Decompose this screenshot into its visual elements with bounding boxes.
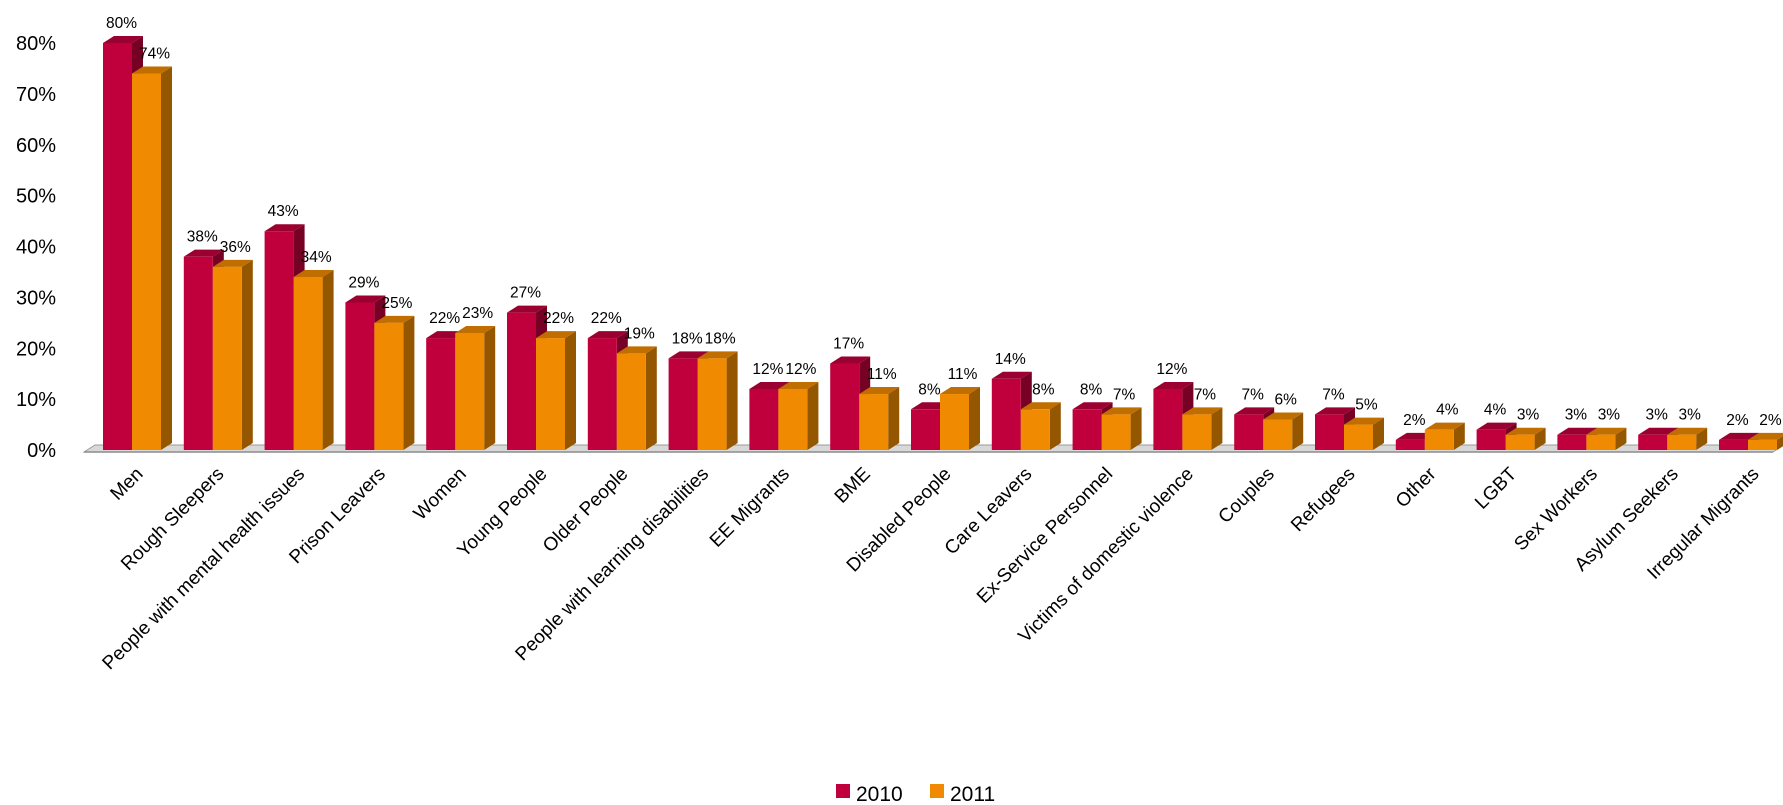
data-label-2010-asylum-seekers: 3% (1645, 407, 1668, 424)
legend-label-2011: 2011 (950, 783, 995, 805)
data-label-2010-bme: 17% (833, 336, 864, 353)
data-label-2011-lgbt: 3% (1517, 407, 1540, 424)
y-tick-label: 30% (16, 287, 56, 309)
category-label-women: Women (410, 464, 471, 525)
y-tick-label: 80% (16, 33, 56, 55)
data-label-2011-victims-of-domestic-violence: 7% (1194, 386, 1217, 403)
bar-2011-care-leavers (1020, 402, 1061, 450)
bar-2011-older-people (616, 346, 657, 450)
data-label-2010-women: 22% (429, 310, 460, 327)
bar-2011-people-with-mental-health-issues (293, 270, 334, 450)
bar-2011-rough-sleepers (212, 259, 253, 450)
legend-swatch-2010 (836, 784, 850, 798)
data-label-2010-lgbt: 4% (1484, 402, 1507, 419)
bar-2010-refugees (1315, 407, 1355, 450)
y-tick-label: 70% (16, 84, 56, 106)
bar-2011-refugees (1344, 417, 1384, 450)
data-label-2011-older-people: 19% (624, 325, 655, 342)
data-label-2011-irregular-migrants: 2% (1759, 412, 1782, 429)
bar-2011-men (132, 66, 172, 451)
data-label-2010-refugees: 7% (1322, 386, 1345, 403)
data-label-2010-care-leavers: 14% (995, 351, 1026, 368)
data-labels: 80%74%38%36%43%34%29%25%22% 23%27%22% 22%1… (106, 15, 1782, 429)
bar-2011-people-with-learning-disabilities (697, 351, 738, 450)
data-label-2011-prison-leavers: 25% (381, 295, 412, 312)
legend-swatch-2011 (930, 784, 944, 798)
bar-2011-other (1424, 422, 1465, 450)
data-label-2011-refugees: 5% (1355, 397, 1378, 414)
bar-2011-irregular-migrants (1748, 432, 1783, 450)
category-label-ex-service-personnel: Ex-Service Personnel (973, 464, 1117, 608)
y-tick-label: 60% (16, 135, 56, 157)
data-label-2011-rough-sleepers: 36% (220, 239, 251, 256)
data-label-2010-disabled-people: 8% (918, 381, 941, 398)
data-label-2011-couples: 6% (1274, 391, 1297, 408)
category-label-other: Other (1392, 463, 1441, 512)
data-label-2011-people-with-mental-health-issues: 34% (301, 249, 332, 266)
bar-2011-ex-service-personnel (1101, 407, 1142, 450)
bar-2011-women (455, 325, 496, 450)
data-label-2010-couples: 7% (1241, 386, 1264, 403)
category-label-bme: BME (831, 464, 875, 508)
data-label-2010-young-people: 27% (510, 285, 541, 302)
data-label-2011-women: 23% (462, 305, 493, 322)
data-label-2010-victims-of-domestic-violence: 12% (1156, 361, 1187, 378)
data-label-2011-sex-workers: 3% (1598, 407, 1621, 424)
category-label-refugees: Refugees (1287, 464, 1359, 536)
data-label-2011-men: 74% (139, 46, 170, 63)
bar-2011-ee-migrants (778, 381, 819, 450)
bar-2011-lgbt (1505, 427, 1546, 450)
data-label-2011-asylum-seekers: 3% (1678, 407, 1701, 424)
bar-2011-young-people (536, 331, 576, 450)
category-label-ee-migrants: EE Migrants (706, 464, 794, 552)
legend: 2010 2011 (836, 783, 995, 805)
bar-2011-sex-workers (1586, 427, 1627, 450)
data-label-2010-sex-workers: 3% (1565, 407, 1588, 424)
category-label-lgbt: LGBT (1471, 463, 1521, 513)
data-label-2010-prison-leavers: 29% (348, 274, 379, 291)
bar-2011-bme (859, 387, 900, 450)
bar-2011-couples (1263, 412, 1304, 450)
y-tick-label: 40% (16, 237, 56, 259)
data-label-2011-disabled-people: 11% (948, 366, 978, 383)
legend-label-2010: 2010 (856, 783, 903, 805)
data-label-2010-other: 2% (1403, 412, 1426, 429)
y-tick-label: 10% (16, 389, 56, 411)
category-label-victims-of-domestic-violence: Victims of domestic violence (1015, 464, 1198, 647)
data-label-2010-older-people: 22% (591, 310, 622, 327)
data-label-2010-people-with-mental-health-issues: 43% (268, 203, 299, 220)
data-label-2011-people-with-learning-disabilities: 18% (705, 330, 736, 347)
bar-2011-asylum-seekers (1667, 427, 1708, 450)
y-tick-label: 50% (16, 186, 56, 208)
bar-2011-victims-of-domestic-violence (1182, 407, 1223, 450)
data-label-2010-irregular-migrants: 2% (1726, 412, 1749, 429)
data-label-2011-care-leavers: 8% (1032, 381, 1055, 398)
y-axis-ticks: 0% 10% 20% 30% 40% 50% 60% 70% 80% (16, 33, 56, 462)
data-label-2010-ee-migrants: 12% (752, 361, 783, 378)
data-label-2011-ee-migrants: 12% (785, 361, 816, 378)
y-tick-label: 20% (16, 338, 56, 360)
y-tick-label: 0% (27, 440, 56, 462)
category-label-sex-workers: Sex Workers (1510, 464, 1602, 556)
bar-2011-prison-leavers (374, 315, 415, 450)
data-label-2011-young-people: 22% (543, 310, 574, 327)
data-label-2010-rough-sleepers: 38% (187, 229, 218, 246)
data-label-2010-ex-service-personnel: 8% (1080, 381, 1103, 398)
data-label-2011-ex-service-personnel: 7% (1113, 386, 1136, 403)
category-label-men: Men (107, 464, 148, 505)
data-label-2010-men: 80% (106, 15, 137, 32)
data-label-2011-bme: 11% (867, 366, 897, 383)
category-label-couples: Couples (1215, 464, 1279, 528)
data-label-2010-people-with-learning-disabilities: 18% (672, 330, 703, 347)
bar-2011-disabled-people (940, 387, 980, 450)
bar-series (103, 36, 1783, 451)
data-label-2011-other: 4% (1436, 402, 1459, 419)
